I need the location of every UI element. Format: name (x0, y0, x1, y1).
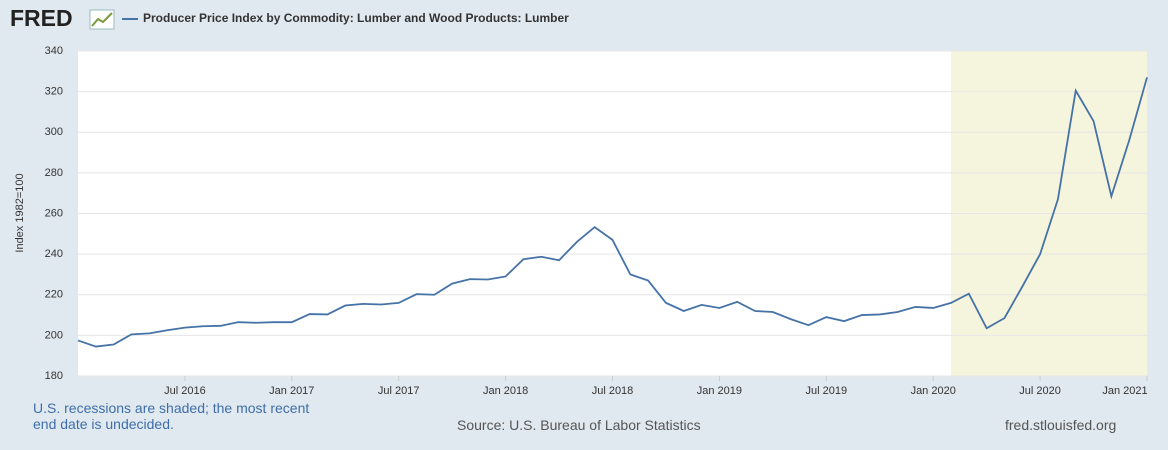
logo-icon (89, 9, 115, 30)
x-tick-label: Jan 2020 (911, 385, 956, 397)
y-axis-label: Index 1982=100 (14, 173, 26, 252)
x-tick-label: Jan 2019 (697, 385, 742, 397)
x-tick-label: Jul 2017 (378, 385, 420, 397)
note: U.S. recessions are shaded; the most rec… (33, 400, 310, 432)
y-tick-label: 180 (45, 370, 63, 382)
x-tick-label: Jan 2018 (483, 385, 528, 397)
y-tick-label: 260 (45, 207, 63, 219)
y-tick-label: 220 (45, 289, 63, 301)
x-tick-label: Jul 2016 (164, 385, 206, 397)
x-tick-label: Jul 2018 (592, 385, 634, 397)
x-tick-label: Jul 2020 (1019, 385, 1061, 397)
x-tick-label: Jan 2017 (269, 385, 314, 397)
source: Source: U.S. Bureau of Labor Statistics (457, 417, 701, 433)
x-tick-label: Jan 2021 (1102, 385, 1147, 397)
y-tick-label: 340 (45, 45, 63, 57)
y-tick-label: 280 (45, 167, 63, 179)
y-tick-label: 300 (45, 126, 63, 138)
data-line (77, 77, 1148, 348)
y-tick-label: 320 (45, 86, 63, 98)
legend-label: Producer Price Index by Commodity: Lumbe… (143, 11, 569, 25)
url: fred.stlouisfed.org (1005, 417, 1117, 433)
x-tick-label: Jul 2019 (806, 385, 848, 397)
y-tick-label: 200 (45, 329, 63, 341)
logo: FRED (10, 5, 73, 31)
y-tick-label: 240 (45, 248, 63, 260)
